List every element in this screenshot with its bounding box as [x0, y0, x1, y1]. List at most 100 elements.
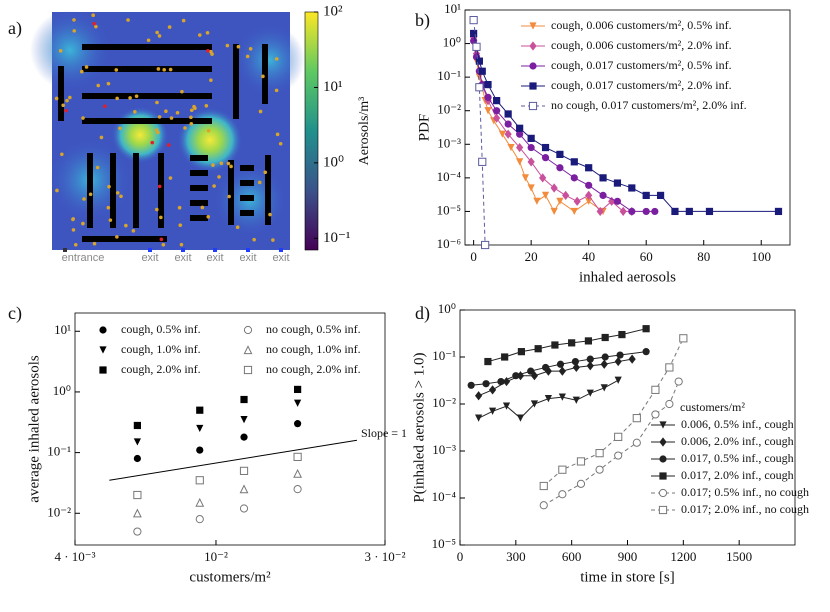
customer-dot: [278, 141, 283, 146]
marker: [550, 183, 558, 193]
legend-marker: [529, 62, 537, 70]
customer-dot: [192, 104, 196, 109]
panel-label: d): [415, 303, 430, 324]
series-line: [473, 20, 486, 246]
customer-dot: [115, 235, 119, 239]
marker: [642, 348, 650, 356]
customer-dot: [189, 115, 193, 120]
marker: [195, 476, 204, 485]
x-tick-label: 10⁻²: [204, 549, 228, 564]
colorbar-tick-label: 10¹: [323, 79, 343, 95]
customer-dot: [55, 188, 59, 193]
marker: [240, 415, 248, 424]
marker: [516, 142, 524, 153]
marker: [608, 196, 616, 206]
y-tick-label: 10⁻¹: [47, 444, 71, 459]
marker: [601, 333, 609, 342]
y-tick-label: 10¹: [54, 322, 71, 337]
marker: [674, 377, 683, 386]
legend-marker: [659, 437, 667, 447]
legend-marker: [243, 365, 253, 375]
marker: [576, 457, 586, 466]
marker: [502, 376, 511, 387]
customer-dot: [115, 96, 119, 101]
customer-dot: [236, 44, 241, 49]
legend-marker: [529, 41, 537, 51]
customer-dot: [225, 43, 230, 48]
marker: [544, 366, 553, 376]
marker: [498, 130, 506, 138]
marker: [556, 164, 564, 172]
marker: [475, 73, 483, 81]
customer-dot: [134, 94, 139, 99]
x-tick-label: 80: [697, 249, 710, 264]
y-tick-label: 10⁰: [443, 35, 461, 50]
legend-label: cough, 0.5% inf.: [121, 322, 201, 336]
marker: [601, 353, 609, 361]
customer-dot: [133, 109, 137, 114]
y-tick-label: 10⁻¹: [437, 68, 461, 83]
marker: [542, 363, 550, 372]
marker: [550, 207, 558, 216]
customer-dot: [189, 122, 194, 126]
marker: [527, 143, 535, 152]
marker: [133, 527, 142, 536]
customer-dot: [206, 48, 210, 53]
marker: [556, 150, 564, 158]
marker: [656, 191, 665, 200]
colorbar-tick-label: 10⁻¹: [323, 230, 350, 246]
customer-dot: [248, 46, 253, 51]
marker: [533, 197, 541, 205]
reference-label: Slope = 1: [361, 426, 407, 440]
customer-dot: [79, 69, 84, 74]
colorbar-tick-label: 10⁰: [323, 154, 344, 170]
marker: [488, 407, 497, 415]
customer-dot: [162, 67, 167, 72]
marker: [475, 83, 484, 92]
marker: [516, 371, 525, 381]
marker: [530, 400, 539, 408]
marker: [774, 207, 783, 216]
marker: [600, 359, 608, 369]
marker: [614, 356, 622, 367]
customer-dot: [274, 88, 279, 93]
customer-dot: [84, 65, 89, 69]
marker: [599, 174, 607, 182]
colorbar-tick-label: 10²: [323, 3, 343, 19]
customer-dot: [81, 221, 85, 226]
marker: [527, 367, 535, 375]
y-tick-label: 10⁻⁵: [432, 536, 456, 551]
marker: [632, 414, 641, 423]
x-tick-label: 20: [525, 249, 538, 264]
customer-dot: [126, 18, 130, 22]
marker: [530, 371, 539, 381]
panel-label: c): [8, 303, 22, 324]
legend-label: cough, 0.006 customers/m², 0.5% inf.: [551, 18, 732, 32]
customer-dot: [168, 176, 173, 180]
marker: [516, 158, 524, 166]
marker: [614, 451, 623, 460]
annotation: exit: [141, 252, 158, 264]
customer-dot: [96, 83, 101, 88]
customer-dot: [209, 78, 213, 82]
x-tick-label: 1200: [670, 549, 696, 564]
customer-dot: [183, 126, 187, 130]
marker: [502, 402, 511, 410]
marker: [507, 143, 515, 152]
marker: [614, 376, 622, 384]
marker: [497, 377, 505, 386]
marker: [572, 362, 580, 373]
customer-dot: [252, 237, 256, 242]
marker: [585, 197, 593, 205]
marker: [628, 207, 636, 216]
marker: [705, 207, 714, 216]
customer-dot: [154, 128, 159, 132]
legend-label: 0.017; 0.5% inf., no cough: [681, 485, 809, 499]
marker: [632, 438, 641, 447]
marker: [551, 341, 559, 349]
marker: [618, 330, 626, 339]
customer-dot: [235, 225, 240, 230]
customer-dot: [99, 135, 104, 140]
marker: [558, 490, 567, 499]
